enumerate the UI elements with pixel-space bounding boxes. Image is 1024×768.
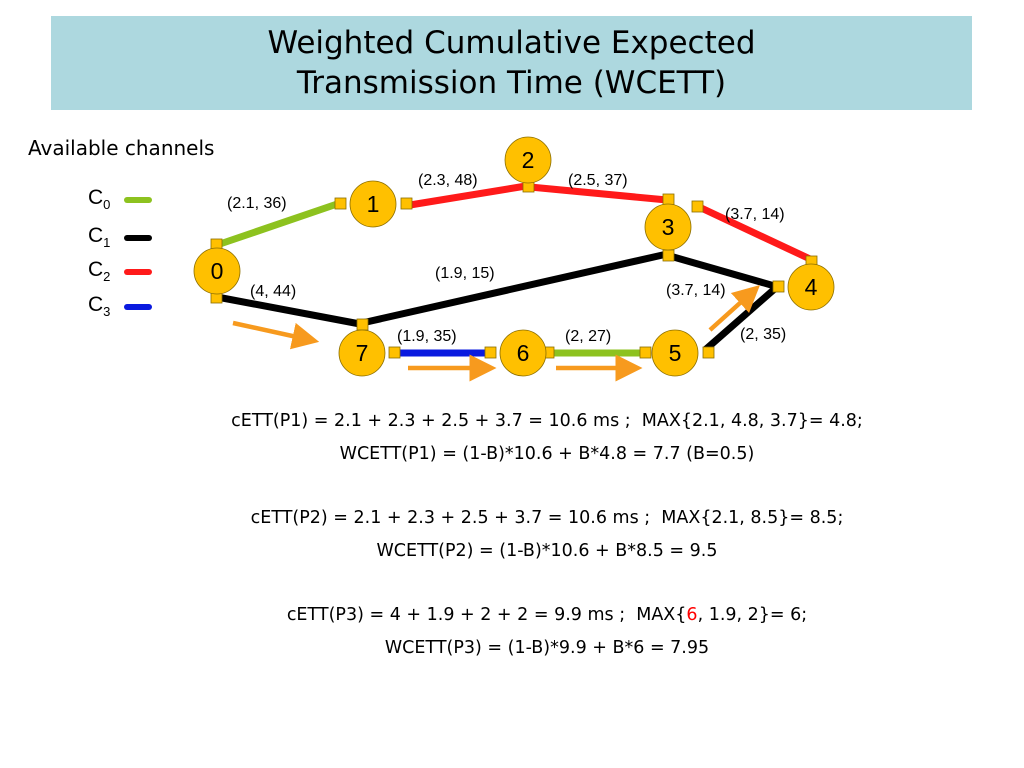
link-label-2-3: (2.5, 37) (568, 172, 628, 189)
interface-port (639, 346, 652, 359)
interface-port (662, 249, 675, 262)
link-label-5-4: (2, 35) (740, 326, 786, 343)
node-label: 5 (669, 340, 682, 366)
node-label: 6 (517, 340, 530, 366)
interface-port (772, 280, 785, 293)
interface-port (400, 197, 413, 210)
node-circle (338, 329, 386, 377)
title-line-2: Transmission Time (WCETT) (296, 65, 727, 101)
link-7-3 (361, 250, 668, 327)
legend-channel-2: C2 (88, 258, 158, 284)
link-label-3-4-black: (3.7, 14) (666, 282, 726, 299)
legend-swatch-blue (124, 304, 152, 310)
link-label-3-4-red: (3.7, 14) (725, 206, 785, 223)
formula-p3-wcett: WCETT(P3) = (1-B)*9.9 + B*6 = 7.95 (384, 638, 710, 658)
legend-symbol: C1 (88, 224, 111, 251)
link-label-0-1: (2.1, 36) (227, 195, 287, 212)
link-1-2 (409, 182, 527, 209)
node-2: 2 (504, 136, 552, 184)
path-arrow (708, 284, 761, 332)
node-5: 5 (651, 329, 699, 377)
node-1: 1 (349, 180, 397, 228)
node-circle (504, 136, 552, 184)
interface-port (388, 346, 401, 359)
formula-p1-wcett: WCETT(P1) = (1-B)*10.6 + B*4.8 = 7.7 (B=… (339, 444, 755, 464)
formula-p2-wcett: WCETT(P2) = (1-B)*10.6 + B*8.5 = 9.5 (376, 541, 718, 561)
node-label: 3 (662, 214, 675, 240)
node-7: 7 (338, 329, 386, 377)
legend-channel-0: C0 (88, 186, 158, 212)
node-label: 1 (367, 191, 380, 217)
node-circle (651, 329, 699, 377)
link-3-4-black (669, 252, 779, 291)
link-label-1-2: (2.3, 48) (418, 172, 478, 189)
node-circle (499, 329, 547, 377)
node-0: 0 (193, 247, 241, 295)
link-0-1 (215, 199, 342, 249)
node-circle (349, 180, 397, 228)
formula-text: , 1.9, 2}= 6; (697, 605, 808, 625)
formula-text: cETT(P3) = 4 + 1.9 + 2 + 2 = 9.9 ms ; MA… (286, 605, 687, 625)
link-label-6-5: (2, 27) (565, 328, 611, 345)
interface-port (334, 197, 347, 210)
network-diagram: 0 1 2 3 4 5 6 7 (2.1, 36) (2.3, 48) (2.5… (193, 136, 835, 382)
node-label: 4 (805, 274, 818, 300)
legend-channel-3: C3 (88, 293, 158, 319)
interface-port (484, 346, 497, 359)
node-label: 2 (522, 147, 535, 173)
formula-p3-cett: cETT(P3) = 4 + 1.9 + 2 + 2 = 9.9 ms ; MA… (170, 599, 924, 632)
node-4: 4 (787, 263, 835, 311)
link-5-4 (702, 283, 781, 353)
wcett-formulas: cETT(P1) = 2.1 + 2.3 + 2.5 + 3.7 = 10.6 … (170, 405, 924, 665)
link-0-7 (216, 293, 361, 328)
interface-port (691, 200, 704, 213)
node-circle (193, 247, 241, 295)
formula-p1-cett: cETT(P1) = 2.1 + 2.3 + 2.5 + 3.7 = 10.6 … (231, 411, 863, 431)
legend-symbol: C2 (88, 258, 111, 285)
node-6: 6 (499, 329, 547, 377)
formula-p2-cett: cETT(P2) = 2.1 + 2.3 + 2.5 + 3.7 = 10.6 … (250, 508, 844, 528)
legend-symbol: C0 (88, 186, 111, 213)
legend-swatch-red (124, 269, 152, 275)
node-circle (787, 263, 835, 311)
available-channels-label: Available channels (28, 136, 215, 160)
highlighted-value: 6 (686, 605, 698, 625)
legend-swatch-green (124, 197, 152, 203)
legend-channel-1: C1 (88, 224, 158, 250)
title-banner: Weighted Cumulative Expected Transmissio… (51, 16, 972, 110)
node-circle (644, 203, 692, 251)
node-label: 7 (356, 340, 369, 366)
link-label-7-6: (1.9, 35) (397, 328, 457, 345)
link-label-0-7: (4, 44) (250, 283, 296, 300)
path-arrow (232, 320, 320, 350)
title-line-1: Weighted Cumulative Expected (267, 25, 756, 61)
node-3: 3 (644, 203, 692, 251)
interface-port (356, 318, 369, 331)
legend-symbol: C3 (88, 293, 111, 320)
link-3-4-red (695, 202, 812, 263)
node-label: 0 (211, 258, 224, 284)
interface-port (662, 193, 675, 206)
link-2-3 (529, 183, 668, 204)
legend-swatch-black (124, 235, 152, 241)
interface-port (702, 346, 715, 359)
link-label-7-3: (1.9, 15) (435, 265, 495, 282)
